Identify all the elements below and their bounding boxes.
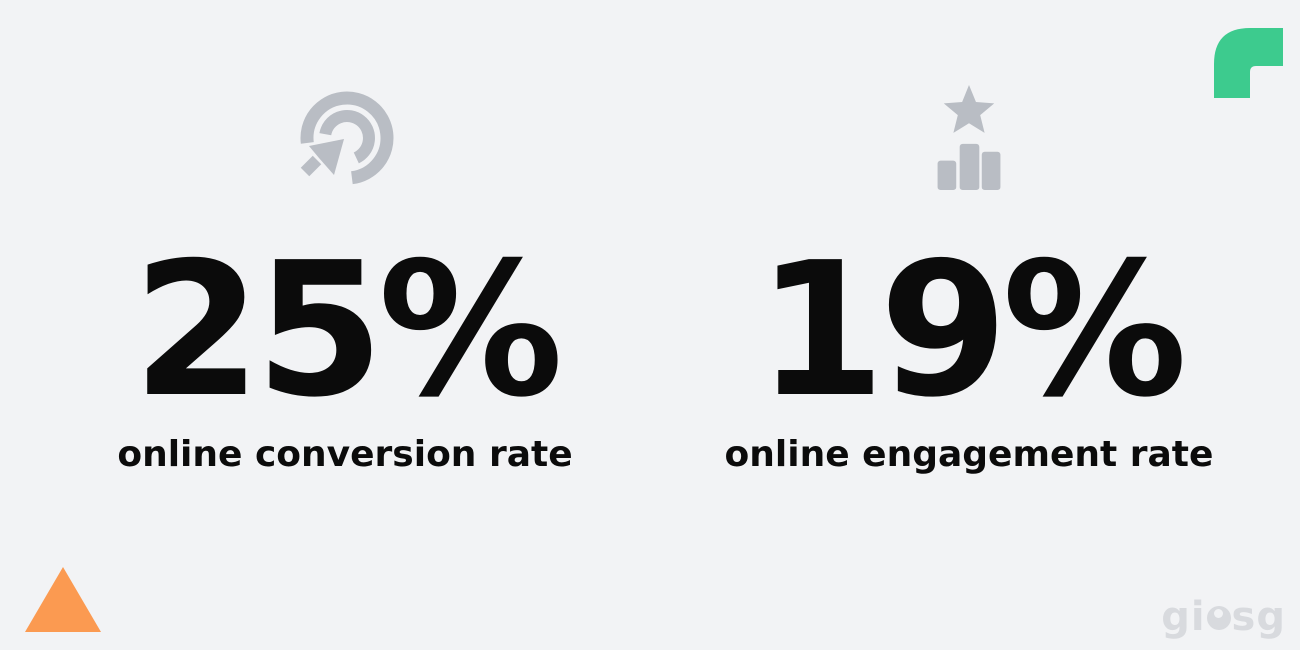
giosg-watermark: gi sg	[1161, 594, 1286, 640]
giosg-corner-logo-icon	[1214, 28, 1283, 98]
stat-value: 25%	[132, 222, 564, 438]
orange-triangle-decoration	[25, 567, 101, 632]
stat-conversion-rate: 25% online conversion rate	[45, 84, 645, 473]
giosg-o-logo-icon	[1206, 606, 1231, 630]
stat-label: online conversion rate	[117, 434, 573, 475]
watermark-text-sg: sg	[1231, 594, 1286, 640]
stat-engagement-rate: 19% online engagement rate	[669, 84, 1269, 473]
stat-label: online engagement rate	[724, 434, 1214, 475]
stat-value: 19%	[756, 222, 1188, 438]
giosg-o-eye-dot	[1213, 609, 1223, 618]
star-bar-chart-icon	[937, 84, 1001, 192]
target-click-icon	[292, 84, 398, 192]
watermark-text-gi: gi	[1161, 594, 1206, 640]
